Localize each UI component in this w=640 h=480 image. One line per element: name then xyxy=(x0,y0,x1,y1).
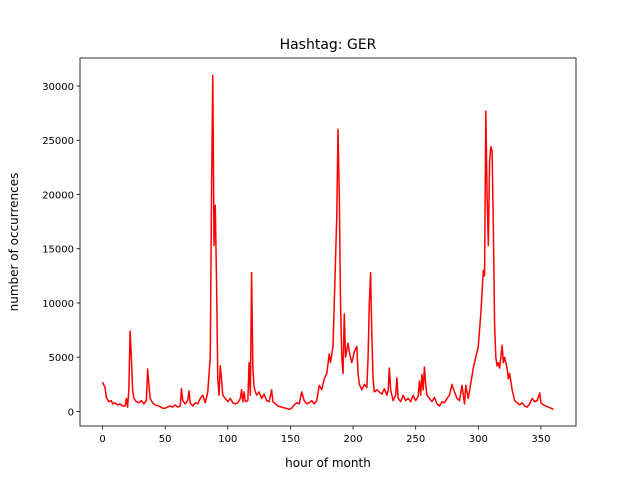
data-line xyxy=(101,74,554,411)
x-tick-label: 50 xyxy=(159,434,172,445)
y-tick-label: 25000 xyxy=(42,136,74,147)
x-tick-label: 150 xyxy=(281,434,300,445)
x-tick-label: 350 xyxy=(531,434,550,445)
y-tick-label: 30000 xyxy=(42,82,74,93)
x-tick-label: 300 xyxy=(469,434,488,445)
x-axis-label: hour of month xyxy=(285,456,371,470)
x-tick-label: 0 xyxy=(99,434,105,445)
y-tick-label: 5000 xyxy=(49,353,74,364)
x-tick-label: 250 xyxy=(406,434,425,445)
y-axis-label: number of occurrences xyxy=(7,173,21,312)
y-tick-label: 0 xyxy=(68,407,74,418)
y-tick-label: 20000 xyxy=(42,190,74,201)
chart-title: Hashtag: GER xyxy=(280,37,377,53)
x-tick-label: 200 xyxy=(344,434,363,445)
plot-frame xyxy=(79,57,577,427)
y-tick-label: 15000 xyxy=(42,245,74,256)
y-tick-label: 10000 xyxy=(42,299,74,310)
x-tick-label: 100 xyxy=(218,434,237,445)
